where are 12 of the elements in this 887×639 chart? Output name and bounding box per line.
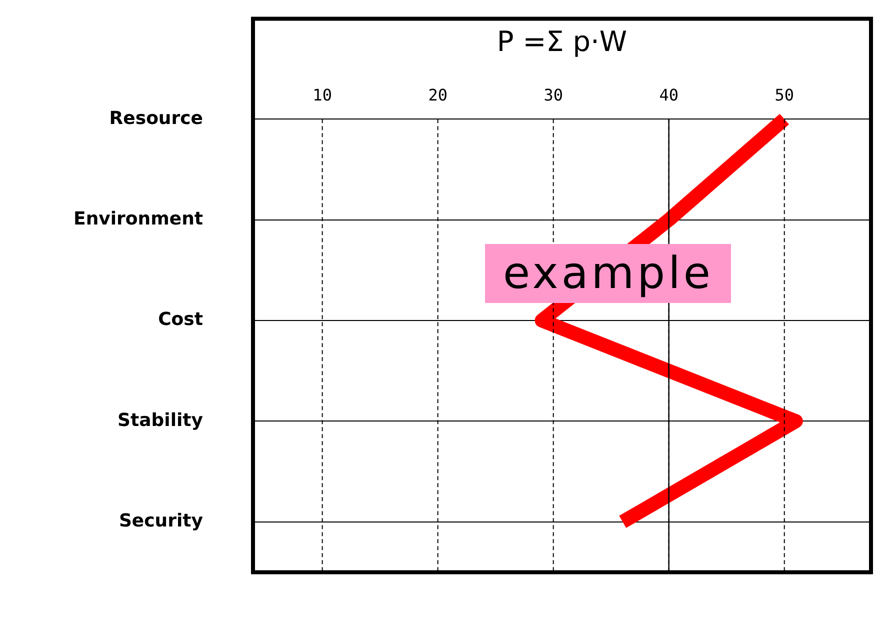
y-tick-label: Cost <box>158 309 204 330</box>
x-tick-label: 30 <box>544 86 563 105</box>
y-tick-label: Environment <box>74 208 204 230</box>
x-tick-label: 20 <box>428 86 448 105</box>
annotation: example <box>485 244 732 303</box>
y-tick-label: Security <box>118 510 204 532</box>
y-tick-label: Resource <box>109 108 203 129</box>
y-tick-label: Stability <box>118 410 204 431</box>
x-tick-label: 10 <box>312 86 332 105</box>
x-tick-label: 50 <box>774 86 794 105</box>
x-tick-label: 40 <box>659 86 678 105</box>
chart-title: P =Σ p·W <box>496 25 628 58</box>
